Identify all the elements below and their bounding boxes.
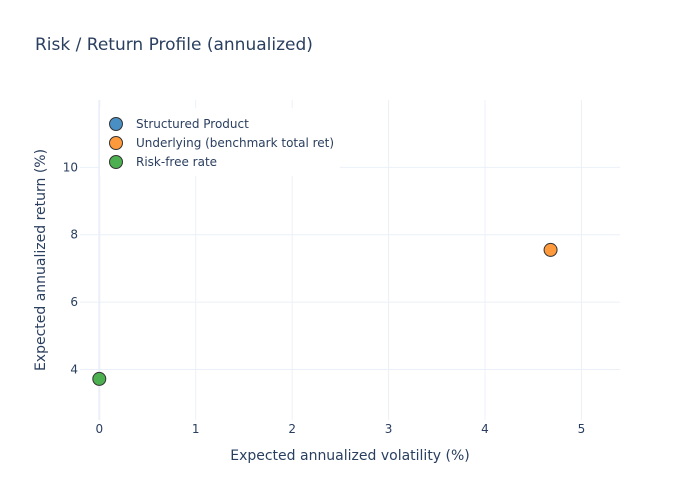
y-tick-label: 6 (70, 295, 78, 309)
chart-title: Risk / Return Profile (annualized) (35, 35, 313, 55)
legend-background (100, 108, 340, 176)
y-axis-title: Expected annualized return (%) (33, 149, 49, 371)
legend-item[interactable]: Risk-free rate (109, 155, 218, 169)
y-axis-ticks: 4 6 8 10 (63, 160, 78, 376)
x-tick-label: 5 (578, 422, 586, 436)
x-tick-label: 2 (288, 422, 296, 436)
data-point[interactable] (543, 242, 558, 257)
legend-marker (109, 117, 123, 131)
y-tick-label: 4 (70, 362, 78, 376)
legend-label: Structured Product (136, 117, 249, 131)
legend-marker (109, 136, 123, 150)
x-tick-label: 3 (385, 422, 393, 436)
data-points (92, 242, 558, 386)
legend-label: Underlying (benchmark total ret) (136, 136, 334, 150)
x-tick-label: 4 (481, 422, 489, 436)
legend-item[interactable]: Structured Product (109, 117, 250, 131)
legend-item[interactable]: Underlying (benchmark total ret) (109, 136, 335, 150)
legend-label: Risk-free rate (136, 155, 217, 169)
legend: Structured Product Underlying (benchmark … (109, 117, 335, 169)
data-point[interactable] (92, 371, 107, 386)
x-axis-ticks: 0 1 2 3 4 5 (95, 422, 585, 436)
legend-marker (109, 155, 123, 169)
y-tick-label: 8 (70, 228, 78, 242)
x-axis-title: Expected annualized volatility (%) (230, 448, 470, 464)
x-tick-label: 1 (192, 422, 200, 436)
x-tick-label: 0 (95, 422, 103, 436)
y-tick-label: 10 (63, 160, 78, 174)
